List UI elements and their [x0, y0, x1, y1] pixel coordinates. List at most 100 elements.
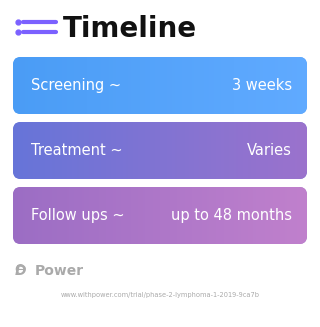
Bar: [82, 57, 84, 114]
Bar: [145, 187, 148, 244]
Bar: [280, 122, 283, 179]
Bar: [157, 57, 161, 114]
Bar: [287, 187, 290, 244]
Bar: [185, 122, 188, 179]
Bar: [89, 187, 92, 244]
Bar: [221, 122, 224, 179]
Bar: [153, 122, 156, 179]
Bar: [104, 187, 107, 244]
Bar: [236, 122, 239, 179]
Bar: [94, 122, 97, 179]
Bar: [128, 122, 131, 179]
Bar: [204, 122, 207, 179]
Bar: [30, 57, 33, 114]
Bar: [305, 187, 308, 244]
Bar: [123, 57, 126, 114]
Bar: [243, 57, 246, 114]
Bar: [33, 122, 36, 179]
Bar: [13, 122, 16, 179]
Bar: [72, 57, 75, 114]
Bar: [118, 122, 121, 179]
Bar: [148, 122, 151, 179]
Bar: [260, 187, 263, 244]
Bar: [50, 187, 53, 244]
Bar: [172, 57, 175, 114]
Bar: [275, 122, 278, 179]
Bar: [86, 57, 90, 114]
Bar: [77, 57, 80, 114]
Bar: [290, 57, 293, 114]
Bar: [253, 57, 256, 114]
Bar: [143, 122, 146, 179]
Bar: [50, 57, 53, 114]
Bar: [138, 122, 141, 179]
Bar: [79, 122, 82, 179]
Bar: [199, 122, 202, 179]
FancyBboxPatch shape: [13, 187, 307, 244]
Bar: [167, 57, 170, 114]
Bar: [45, 57, 48, 114]
Text: Screening ~: Screening ~: [31, 78, 121, 93]
Bar: [177, 122, 180, 179]
Bar: [114, 122, 116, 179]
Bar: [60, 122, 62, 179]
Bar: [300, 187, 303, 244]
Bar: [226, 57, 229, 114]
Bar: [52, 57, 55, 114]
Bar: [140, 57, 143, 114]
Bar: [143, 57, 146, 114]
Bar: [60, 57, 62, 114]
Bar: [283, 57, 285, 114]
Bar: [228, 122, 232, 179]
Bar: [292, 187, 295, 244]
Bar: [67, 57, 70, 114]
Bar: [131, 187, 133, 244]
Bar: [258, 122, 261, 179]
Bar: [28, 122, 31, 179]
Bar: [260, 57, 263, 114]
Bar: [60, 187, 62, 244]
Bar: [268, 122, 271, 179]
Bar: [57, 187, 60, 244]
Bar: [55, 122, 58, 179]
Bar: [283, 122, 285, 179]
Bar: [197, 122, 200, 179]
Bar: [194, 57, 197, 114]
Bar: [234, 122, 236, 179]
Bar: [219, 57, 222, 114]
Bar: [69, 122, 72, 179]
Bar: [241, 122, 244, 179]
Bar: [155, 187, 158, 244]
Bar: [92, 187, 94, 244]
Bar: [94, 187, 97, 244]
Bar: [101, 57, 104, 114]
Bar: [18, 122, 21, 179]
Bar: [43, 187, 45, 244]
Bar: [116, 187, 119, 244]
Bar: [43, 57, 45, 114]
Bar: [251, 122, 253, 179]
Bar: [270, 187, 273, 244]
Bar: [64, 122, 68, 179]
Bar: [226, 122, 229, 179]
Bar: [111, 122, 114, 179]
Bar: [170, 57, 173, 114]
Bar: [150, 122, 153, 179]
Text: Power: Power: [35, 264, 84, 278]
Bar: [285, 122, 288, 179]
Bar: [292, 57, 295, 114]
Bar: [212, 187, 214, 244]
Bar: [157, 187, 161, 244]
Bar: [28, 57, 31, 114]
Bar: [265, 122, 268, 179]
Bar: [270, 57, 273, 114]
Bar: [192, 122, 195, 179]
Bar: [143, 187, 146, 244]
Bar: [111, 187, 114, 244]
Bar: [126, 187, 129, 244]
Bar: [231, 122, 234, 179]
Bar: [106, 122, 109, 179]
Bar: [74, 57, 77, 114]
Bar: [45, 122, 48, 179]
Bar: [13, 57, 16, 114]
